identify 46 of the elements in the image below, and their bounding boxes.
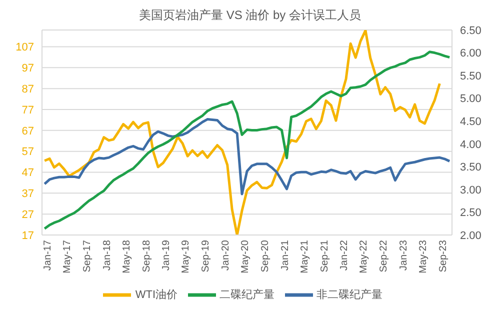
x-tick-label: Sep-22: [378, 240, 390, 272]
y-tick-label: 107: [16, 42, 34, 54]
x-tick-label: Jan-21: [280, 240, 291, 271]
x-tick-label: May-17: [62, 240, 74, 274]
x-tick-label: May-20: [240, 240, 252, 274]
y2-tick-label: 3.00: [460, 184, 482, 196]
line-series: [43, 118, 451, 196]
x-tick-label: Sep-17: [82, 240, 94, 272]
x-tick-label: Jan-19: [161, 240, 172, 271]
x-tick-label: Jan-20: [220, 240, 232, 271]
chart-title: 美国页岩油产量 VS 油价 by 会计误工人员: [138, 7, 362, 24]
x-tick-label: Jan-22: [339, 240, 350, 271]
y-tick-label: 27: [22, 208, 34, 221]
y-tick-label: 67: [22, 125, 34, 138]
y2-tick-label: 5.00: [460, 93, 482, 106]
y2-tick-label: 6.50: [460, 24, 482, 37]
x-tick-label: Sep-23: [438, 240, 449, 272]
x-tick-label: Sep-18: [141, 240, 152, 272]
y2-tick-label: 4.00: [460, 138, 482, 151]
y-tick-label: 97: [22, 62, 34, 75]
legend-label: 非二碟纪产量: [316, 288, 383, 301]
y2-tick-label: 6.00: [460, 48, 482, 60]
y-tick-label: 37: [22, 188, 34, 200]
x-tick-label: May-18: [121, 240, 132, 274]
x-tick-label: Jan-18: [102, 240, 113, 271]
y-tick-label: 57: [22, 146, 34, 158]
x-tick-label: Sep-19: [200, 240, 212, 272]
x-tick-label: May-22: [358, 240, 370, 274]
y2-tick-label: 3.50: [460, 162, 482, 174]
y2-tick-label: 4.50: [460, 116, 482, 128]
legend-label: 二碟纪产量: [220, 288, 275, 301]
y-tick-label: 17: [22, 230, 34, 242]
x-tick-label: May-19: [180, 240, 192, 274]
x-tick-label: Jan-23: [398, 240, 410, 271]
y2-tick-label: 2.50: [460, 207, 482, 220]
x-tick-label: May-21: [299, 240, 310, 274]
y-tick-label: 77: [22, 104, 34, 116]
y2-tick-label: 2.00: [460, 230, 482, 242]
y2-tick-label: 5.50: [460, 70, 482, 82]
x-tick-label: Sep-20: [260, 240, 272, 272]
y-tick-label: 87: [22, 83, 34, 96]
legend-label: WTI油价: [135, 288, 178, 301]
x-tick-label: Jan-17: [42, 240, 54, 271]
x-tick-label: May-23: [418, 240, 429, 274]
y-tick-label: 47: [22, 167, 34, 180]
x-tick-label: Sep-21: [319, 240, 330, 272]
